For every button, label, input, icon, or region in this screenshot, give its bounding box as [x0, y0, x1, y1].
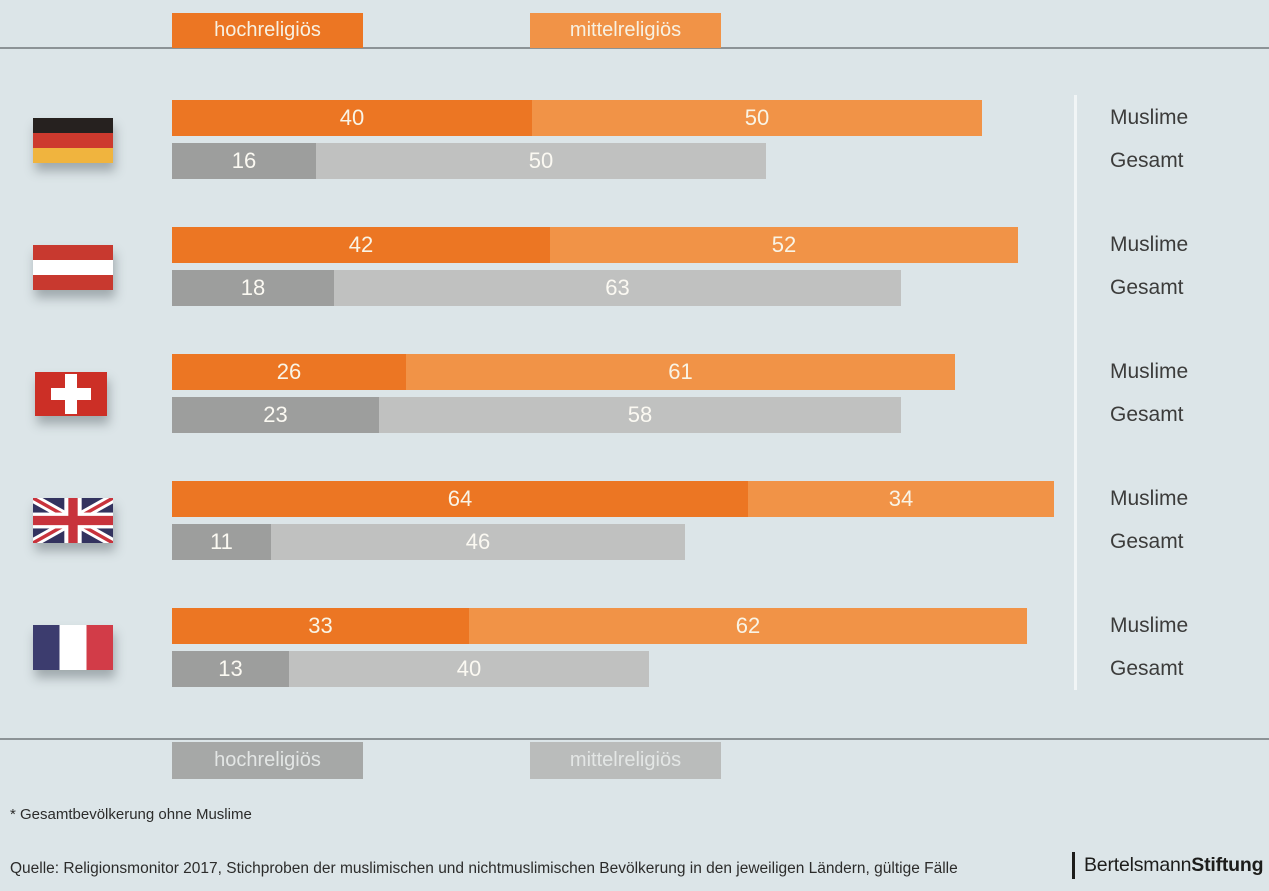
switzerland-muslime-hochreligioes-segment: 26: [172, 354, 406, 390]
germany-gesamt-mittelreligioes-segment: 50: [316, 143, 766, 179]
value-label: 40: [339, 105, 365, 130]
switzerland-gesamt-hochreligioes-segment: 23: [172, 397, 379, 433]
value-label: 62: [735, 613, 761, 638]
value-label: 13: [218, 656, 243, 681]
switzerland-gesamt-bar: 23 58: [172, 397, 955, 433]
switzerland-bars: 26 61 23 58: [172, 354, 955, 433]
muslime-label: Muslime: [1110, 614, 1189, 637]
united-kingdom-gesamt-hochreligioes-segment: 11: [172, 524, 271, 560]
germany-group-labels: Muslime Gesamt: [1110, 100, 1188, 179]
value-label: 33: [308, 613, 333, 638]
value-label: 50: [744, 105, 770, 130]
germany-muslime-hochreligioes-segment: 40: [172, 100, 532, 136]
austria-gesamt-bar: 18 63: [172, 270, 1018, 306]
switzerland-flag-icon: [35, 372, 107, 416]
legend-bottom-hochreligioes-label: hochreligiös: [214, 749, 321, 771]
gesamt-label: Gesamt: [1110, 657, 1184, 680]
value-label: 64: [447, 486, 473, 511]
france-muslime-bar: 33 62: [172, 608, 1027, 644]
value-label: 61: [668, 359, 693, 384]
value-label: 42: [348, 232, 374, 257]
united-kingdom-gesamt-bar: 11 46: [172, 524, 1054, 560]
gesamt-label: Gesamt: [1110, 276, 1184, 299]
germany-muslime-bar: 40 50: [172, 100, 982, 136]
value-label: 63: [605, 275, 630, 300]
muslime-label: Muslime: [1110, 360, 1189, 383]
value-label: 18: [240, 275, 266, 300]
austria-muslime-hochreligioes-segment: 42: [172, 227, 550, 263]
germany-gesamt-hochreligioes-segment: 16: [172, 143, 316, 179]
france-gesamt-mittelreligioes-segment: 40: [289, 651, 649, 687]
bertelsmann-stiftung-logo: Bertelsmann Stiftung: [1072, 852, 1264, 879]
source-text: Quelle: Religionsmonitor 2017, Stichprob…: [10, 860, 958, 877]
france-bars: 33 62 13 40: [172, 608, 1027, 687]
legend-bottom-mittelreligioes-label: mittelreligiös: [569, 749, 682, 771]
legend-top-hochreligioes: hochreligiös: [172, 13, 363, 48]
switzerland-gesamt-mittelreligioes-segment: 58: [379, 397, 901, 433]
value-label: 46: [465, 529, 491, 554]
value-label: 40: [456, 656, 482, 681]
value-label: 58: [627, 402, 653, 427]
united-kingdom-flag-icon: [33, 498, 113, 543]
gesamt-label: Gesamt: [1110, 149, 1184, 172]
right-separator-line: [1074, 95, 1077, 690]
muslime-label: Muslime: [1110, 233, 1189, 256]
germany-bars: 40 50 16 50: [172, 100, 982, 179]
united-kingdom-muslime-bar: 64 34: [172, 481, 1054, 517]
switzerland-muslime-bar: 26 61: [172, 354, 955, 390]
united-kingdom-group-labels: Muslime Gesamt: [1110, 481, 1188, 560]
logo-suffix: Stiftung: [1191, 854, 1264, 876]
france-group-labels: Muslime Gesamt: [1110, 608, 1188, 687]
legend-top-hochreligioes-label: hochreligiös: [214, 19, 321, 41]
muslime-label: Muslime: [1110, 487, 1189, 510]
austria-bars: 42 52 18 63: [172, 227, 1018, 306]
united-kingdom-gesamt-mittelreligioes-segment: 46: [271, 524, 685, 560]
switzerland-muslime-mittelreligioes-segment: 61: [406, 354, 955, 390]
value-label: 16: [231, 148, 257, 173]
france-muslime-hochreligioes-segment: 33: [172, 608, 469, 644]
austria-group-labels: Muslime Gesamt: [1110, 227, 1188, 306]
value-label: 26: [276, 359, 302, 384]
austria-muslime-mittelreligioes-segment: 52: [550, 227, 1018, 263]
legend-top-mittelreligioes-label: mittelreligiös: [569, 19, 682, 41]
legend-bottom-hochreligioes: hochreligiös: [172, 742, 363, 779]
austria-muslime-bar: 42 52: [172, 227, 1018, 263]
country-row-switzerland: 26 61 23 58 Muslime Gesamt: [0, 354, 1269, 433]
united-kingdom-muslime-hochreligioes-segment: 64: [172, 481, 748, 517]
gesamt-label: Gesamt: [1110, 530, 1184, 553]
austria-gesamt-hochreligioes-segment: 18: [172, 270, 334, 306]
france-muslime-mittelreligioes-segment: 62: [469, 608, 1027, 644]
country-row-germany: 40 50 16 50 Muslime Gesamt: [0, 100, 1269, 179]
muslime-label: Muslime: [1110, 106, 1189, 129]
country-row-united-kingdom: 64 34 11 46 Muslime Gesamt: [0, 481, 1269, 560]
france-flag-icon: [33, 625, 113, 670]
top-rule: [0, 47, 1269, 49]
austria-flag-icon: [33, 245, 113, 290]
france-gesamt-bar: 13 40: [172, 651, 1027, 687]
germany-muslime-mittelreligioes-segment: 50: [532, 100, 982, 136]
value-label: 23: [263, 402, 288, 427]
value-label: 52: [771, 232, 797, 257]
country-row-france: 33 62 13 40 Muslime Gesamt: [0, 608, 1269, 687]
switzerland-group-labels: Muslime Gesamt: [1110, 354, 1188, 433]
germany-flag-icon: [33, 118, 113, 163]
gesamt-label: Gesamt: [1110, 403, 1184, 426]
value-label: 34: [888, 486, 914, 511]
united-kingdom-bars: 64 34 11 46: [172, 481, 1054, 560]
legend-bottom-mittelreligioes: mittelreligiös: [530, 742, 721, 779]
austria-gesamt-mittelreligioes-segment: 63: [334, 270, 901, 306]
logo-name: Bertelsmann: [1084, 854, 1192, 876]
logo-bar-icon: [1072, 852, 1075, 879]
legend-top-mittelreligioes: mittelreligiös: [530, 13, 721, 48]
value-label: 11: [210, 529, 233, 554]
country-row-austria: 42 52 18 63 Muslime Gesamt: [0, 227, 1269, 306]
france-gesamt-hochreligioes-segment: 13: [172, 651, 289, 687]
footnote-text: * Gesamtbevölkerung ohne Muslime: [10, 806, 252, 823]
value-label: 50: [528, 148, 554, 173]
bottom-rule: [0, 738, 1269, 740]
united-kingdom-muslime-mittelreligioes-segment: 34: [748, 481, 1054, 517]
germany-gesamt-bar: 16 50: [172, 143, 982, 179]
